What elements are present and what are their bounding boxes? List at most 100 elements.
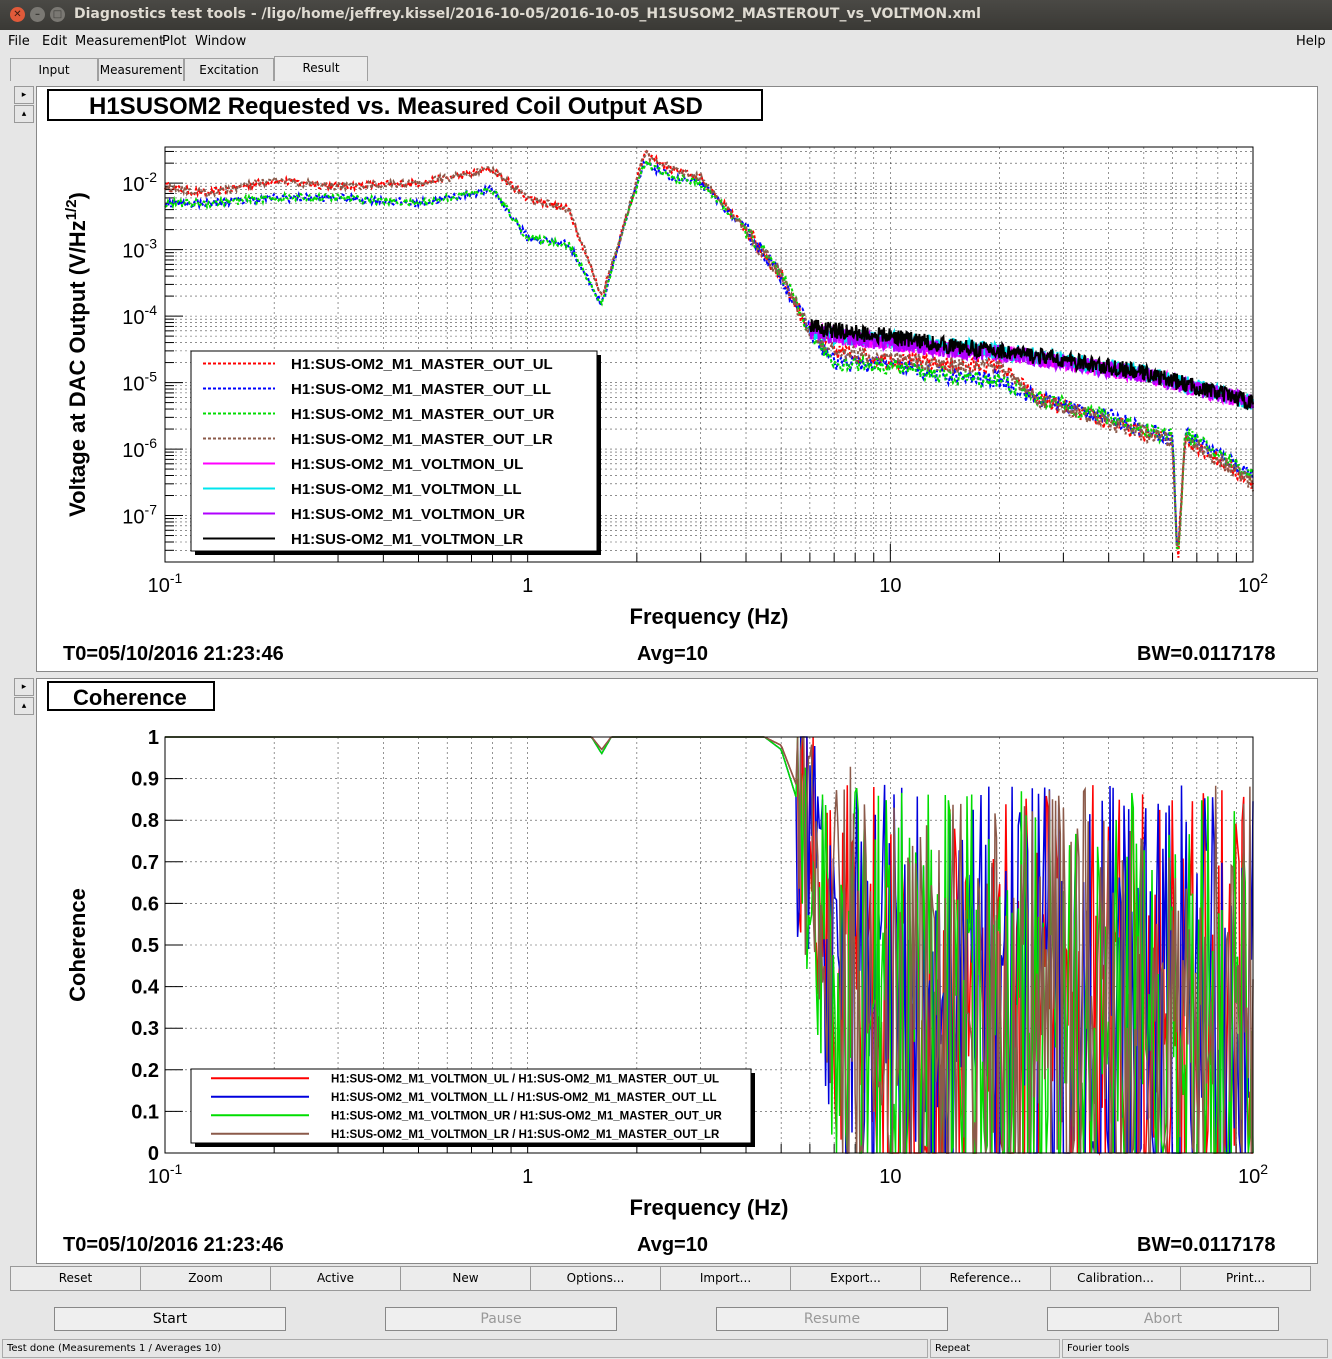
x-tick-label: 1 [522, 1166, 533, 1188]
y-tick-label: 10-5 [122, 369, 157, 396]
asd-bw-label: BW=0.0117178 [1137, 643, 1276, 665]
coherence-plot-panel: Coherence 10-1 1 10 102 0 0.1 0.2 0.3 0.4 0.5 0.6 0… [36, 678, 1318, 1264]
legend-entry: H1:SUS-OM2_M1_MASTER_OUT_UR [291, 406, 555, 423]
calibration-button[interactable]: Calibration... [1050, 1266, 1181, 1291]
y-tick-label: 10-4 [122, 302, 157, 329]
y-tick-label: 10-6 [122, 435, 157, 462]
x-tick-label: 10-1 [148, 1161, 183, 1188]
export-button[interactable]: Export... [790, 1266, 921, 1291]
x-axis-label: Frequency (Hz) [630, 1195, 789, 1220]
status-message: Test done (Measurements 1 / Averages 10) [2, 1339, 928, 1358]
coherence-avg-label: Avg=10 [637, 1234, 708, 1256]
panel1-expand-icon[interactable]: ▸ [14, 86, 34, 104]
plot-frame [164, 146, 1254, 563]
panel2-expand-icon[interactable]: ▸ [14, 678, 34, 696]
legend-entry: H1:SUS-OM2_M1_VOLTMON_LL [291, 481, 522, 498]
y-tick-label: 0.4 [131, 977, 160, 999]
pause-button[interactable]: Pause [385, 1307, 617, 1331]
active-button[interactable]: Active [270, 1266, 401, 1291]
menu-window[interactable]: Window [195, 34, 247, 49]
legend-box [190, 350, 598, 552]
menu-file[interactable]: File [8, 34, 30, 49]
y-tick-label: 10-3 [122, 236, 157, 263]
menu-measurement[interactable]: Measurement [75, 34, 165, 49]
y-axis-label: Coherence [65, 888, 90, 1002]
series-line-2 [164, 157, 1254, 549]
reference-button[interactable]: Reference... [920, 1266, 1051, 1291]
x-tick-label: 10-1 [148, 570, 183, 597]
y-tick-label: 0.6 [131, 893, 159, 915]
y-tick-label: 0.8 [131, 810, 159, 832]
coherence-t0-label: T0=05/10/2016 21:23:46 [63, 1234, 284, 1256]
x-tick-label: 102 [1238, 1161, 1268, 1188]
maximize-window-icon[interactable]: □ [50, 7, 65, 22]
asd-t0-label: T0=05/10/2016 21:23:46 [63, 643, 284, 665]
legend-entry: H1:SUS-OM2_M1_MASTER_OUT_LL [291, 381, 551, 398]
legend-entry: H1:SUS-OM2_M1_VOLTMON_LL / H1:SUS-OM2_M1… [331, 1092, 717, 1104]
asd-chart[interactable]: 10-1 1 10 102 10-7 10-6 10-5 10-4 10-3 10-2 Freque… [37, 87, 1317, 671]
series-line-7 [808, 319, 1254, 411]
tab-measurement[interactable]: Measurement [98, 58, 184, 81]
y-tick-label: 0.3 [131, 1018, 159, 1040]
series-line-3 [164, 149, 1254, 548]
menu-plot[interactable]: Plot [162, 34, 187, 49]
y-tick-label: 10-7 [122, 502, 157, 529]
zoom-button[interactable]: Zoom [140, 1266, 271, 1291]
status-mode: Repeat [930, 1339, 1060, 1358]
tab-excitation[interactable]: Excitation [184, 58, 274, 81]
y-tick-label: 1 [148, 727, 159, 749]
y-tick-label: 0.2 [131, 1060, 159, 1082]
coherence-chart[interactable]: 10-1 1 10 102 0 0.1 0.2 0.3 0.4 0.5 0.6 0.7 0.8 0.9 1 F… [37, 679, 1317, 1263]
menu-help[interactable]: Help [1296, 34, 1326, 49]
y-tick-label: 0.1 [131, 1101, 159, 1123]
status-tool: Fourier tools [1062, 1339, 1328, 1358]
panel1-collapse-icon[interactable]: ▴ [14, 105, 34, 123]
legend-entry: H1:SUS-OM2_M1_VOLTMON_UL [291, 456, 523, 473]
new-button[interactable]: New [400, 1266, 531, 1291]
y-axis-label: Voltage at DAC Output (V/Hz1/2) [63, 192, 90, 517]
asd-avg-label: Avg=10 [637, 643, 708, 665]
asd-plot-panel: H1SUSOM2 Requested vs. Measured Coil Out… [36, 86, 1318, 672]
close-window-icon[interactable]: ✕ [10, 7, 25, 22]
plot-toolbar: Reset Zoom Active New Options... Import.… [10, 1266, 1312, 1291]
x-axis-label: Frequency (Hz) [630, 604, 789, 629]
tab-input[interactable]: Input [10, 58, 98, 81]
print-button[interactable]: Print... [1180, 1266, 1311, 1291]
legend-box [190, 1068, 752, 1144]
reset-button[interactable]: Reset [10, 1266, 141, 1291]
tab-bar: Input Measurement Excitation Result [8, 56, 1324, 81]
y-tick-label: 0.5 [131, 935, 159, 957]
y-tick-label: 0 [148, 1143, 159, 1165]
tab-result[interactable]: Result [274, 56, 368, 81]
legend-entry: H1:SUS-OM2_M1_VOLTMON_UR / H1:SUS-OM2_M1… [331, 1111, 723, 1123]
window-title: Diagnostics test tools - /ligo/home/jeff… [74, 6, 981, 22]
legend-entry: H1:SUS-OM2_M1_VOLTMON_LR / H1:SUS-OM2_M1… [331, 1129, 720, 1141]
panel2-collapse-icon[interactable]: ▴ [14, 697, 34, 715]
legend-entry: H1:SUS-OM2_M1_VOLTMON_UL / H1:SUS-OM2_M1… [331, 1074, 719, 1086]
window-titlebar: ✕ – □ Diagnostics test tools - /ligo/hom… [0, 0, 1332, 30]
x-tick-label: 1 [522, 575, 533, 597]
minimize-window-icon[interactable]: – [30, 7, 45, 22]
menu-edit[interactable]: Edit [42, 34, 68, 49]
series-line-1 [164, 160, 1254, 546]
y-tick-label: 0.7 [131, 852, 159, 874]
x-tick-label: 102 [1238, 570, 1268, 597]
menu-bar: File Edit Measurement Plot Window Help [0, 30, 1332, 52]
status-bar: Test done (Measurements 1 / Averages 10)… [0, 1337, 1332, 1359]
start-button[interactable]: Start [54, 1307, 286, 1331]
legend-entry: H1:SUS-OM2_M1_VOLTMON_UR [291, 506, 525, 523]
asd-plot-title: H1SUSOM2 Requested vs. Measured Coil Out… [47, 89, 763, 121]
coherence-bw-label: BW=0.0117178 [1137, 1234, 1276, 1256]
import-button[interactable]: Import... [660, 1266, 791, 1291]
y-tick-label: 10-2 [122, 169, 157, 196]
x-tick-label: 10 [879, 575, 901, 597]
resume-button[interactable]: Resume [716, 1307, 948, 1331]
plot-frame [164, 736, 1254, 1154]
options-button[interactable]: Options... [530, 1266, 661, 1291]
y-tick-label: 0.9 [131, 769, 159, 791]
legend-entry: H1:SUS-OM2_M1_MASTER_OUT_UL [291, 356, 553, 373]
legend-entry: H1:SUS-OM2_M1_MASTER_OUT_LR [291, 431, 553, 448]
abort-button[interactable]: Abort [1047, 1307, 1279, 1331]
coherence-plot-title: Coherence [47, 681, 215, 711]
x-tick-label: 10 [879, 1166, 901, 1188]
